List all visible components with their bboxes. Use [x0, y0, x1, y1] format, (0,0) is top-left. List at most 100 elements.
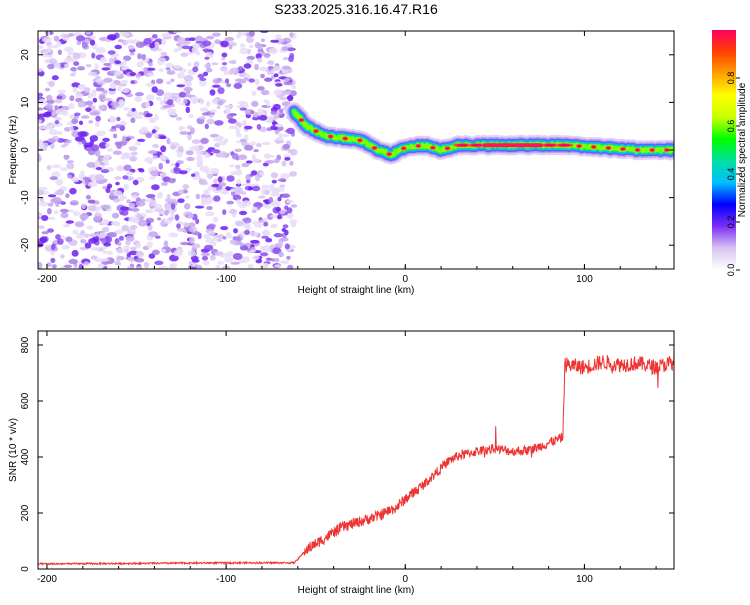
noise-blob — [129, 72, 136, 76]
noise-blob — [151, 184, 160, 191]
noise-blob — [246, 55, 255, 61]
noise-blob — [128, 250, 138, 256]
noise-blob — [212, 78, 221, 84]
x-tick-label: 100 — [576, 274, 593, 285]
noise-blob — [107, 183, 113, 189]
noise-blob — [151, 144, 160, 148]
noise-blob — [130, 246, 137, 251]
noise-blob — [38, 113, 49, 118]
noise-blob — [47, 202, 54, 207]
noise-blob — [185, 89, 191, 96]
noise-blob — [175, 162, 180, 168]
noise-blob — [183, 222, 191, 228]
noise-blob — [283, 81, 293, 86]
noise-blob — [84, 242, 92, 249]
noise-blob — [262, 230, 270, 237]
noise-blob — [251, 220, 260, 225]
noise-blob — [184, 195, 191, 199]
noise-blob — [103, 77, 113, 83]
noise-blob — [199, 107, 209, 112]
noise-blob — [217, 100, 224, 106]
noise-blob — [117, 39, 124, 43]
noise-blob — [121, 210, 129, 216]
noise-blob — [129, 52, 135, 56]
noise-blob — [203, 189, 211, 196]
noise-blob — [230, 190, 236, 197]
noise-blob — [92, 97, 98, 103]
ridge-peak-core — [358, 139, 362, 142]
noise-blob — [145, 113, 153, 118]
noise-blob — [109, 82, 117, 90]
noise-blob — [271, 188, 280, 195]
noise-blob — [53, 61, 61, 69]
noise-blob — [265, 154, 275, 158]
noise-blob — [114, 60, 122, 65]
noise-blob — [38, 92, 44, 97]
noise-blob — [121, 88, 130, 94]
noise-blob — [230, 261, 240, 265]
noise-blob — [239, 138, 248, 143]
noise-blob — [138, 168, 145, 173]
noise-blob — [229, 164, 235, 168]
noise-blob — [203, 234, 212, 239]
noise-blob — [179, 126, 186, 130]
noise-blob — [143, 38, 152, 45]
noise-blob — [274, 128, 280, 135]
noise-blob — [263, 52, 271, 59]
noise-blob — [289, 171, 297, 177]
noise-blob — [56, 188, 65, 196]
y-tick-label: -20 — [20, 238, 31, 253]
noise-blob — [116, 255, 121, 262]
noise-blob — [116, 116, 121, 122]
noise-blob — [288, 55, 294, 63]
noise-blob — [239, 242, 245, 247]
noise-blob — [206, 35, 215, 40]
noise-blob — [168, 264, 176, 269]
noise-blob — [117, 86, 122, 92]
noise-blob — [128, 202, 136, 208]
noise-blob — [54, 120, 60, 125]
noise-blob — [152, 34, 158, 39]
noise-blob — [198, 181, 209, 186]
noise-blob — [277, 178, 286, 182]
noise-blob — [76, 35, 85, 42]
noise-blob — [80, 170, 85, 176]
noise-blob — [224, 256, 234, 263]
noise-blob — [131, 194, 138, 199]
noise-blob — [278, 251, 284, 258]
noise-blob — [121, 224, 130, 232]
noise-blob — [251, 101, 259, 107]
ridge-max — [482, 143, 543, 148]
noise-blob — [160, 33, 171, 38]
noise-blob — [235, 168, 243, 176]
noise-blob — [189, 146, 199, 151]
noise-blob — [103, 242, 112, 247]
noise-blob — [158, 162, 163, 170]
noise-blob — [170, 112, 178, 116]
noise-blob — [47, 46, 52, 53]
noise-blob — [181, 45, 192, 50]
noise-blob — [38, 213, 43, 218]
noise-blob — [206, 68, 213, 73]
noise-blob — [289, 32, 294, 38]
noise-blob — [56, 41, 62, 47]
colorbar-tick-label: 0.8 — [726, 72, 736, 85]
noise-blob — [84, 233, 89, 239]
noise-blob — [187, 133, 192, 141]
noise-blob — [226, 251, 234, 257]
noise-blob — [114, 229, 124, 234]
noise-blob — [158, 68, 164, 73]
noise-blob — [281, 90, 292, 95]
noise-blob — [234, 220, 244, 227]
noise-blob — [229, 239, 237, 245]
noise-blob — [69, 187, 77, 195]
noise-blob — [164, 202, 172, 210]
noise-blob — [42, 125, 53, 131]
noise-blob — [54, 105, 59, 111]
noise-blob — [249, 231, 259, 237]
noise-blob — [77, 66, 86, 71]
noise-blob — [127, 266, 134, 269]
noise-blob — [205, 201, 211, 205]
noise-blob — [256, 123, 262, 130]
noise-blob — [272, 247, 282, 255]
